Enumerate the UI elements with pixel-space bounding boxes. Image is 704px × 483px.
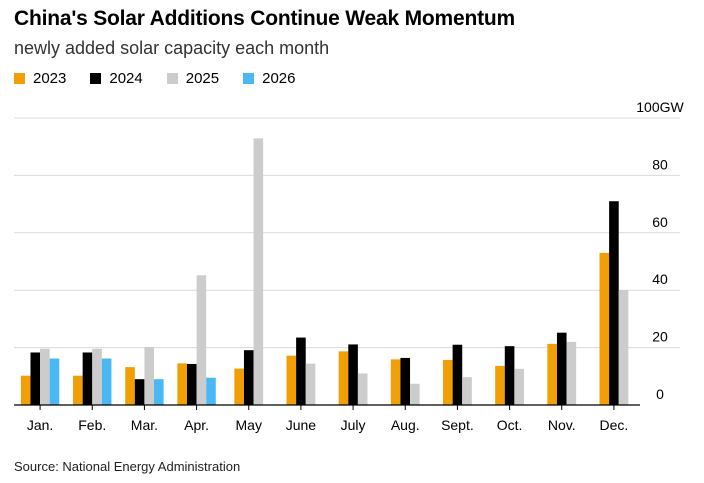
source-note: Source: National Energy Administration [14,459,241,474]
bar [286,355,297,405]
legend-swatch [90,73,102,84]
legend-item-2026: 2026 [243,70,296,87]
x-tick-label: Mar. [131,417,158,433]
x-tick-label: Aug. [391,417,420,433]
x-tick-label: Feb. [78,417,106,433]
bar [234,368,244,405]
bar [547,343,557,405]
y-tick-label: 80 [652,156,668,172]
bar [125,367,135,405]
bar [40,348,50,405]
legend-item-2025: 2025 [166,70,220,87]
legend-swatch [14,73,25,84]
bar [296,337,306,405]
legend-item-2023: 2023 [14,70,66,87]
x-tick-label: May [236,417,262,433]
x-tick-label: Jan. [27,417,53,433]
bar [566,341,577,405]
legend-label: 2024 [109,70,143,87]
bar [348,344,358,405]
bar [504,346,515,405]
x-tick-label: June [286,417,317,433]
bar [134,379,145,405]
bar [452,344,463,405]
bar [92,348,102,405]
x-tick-label: Sept. [441,417,474,433]
bar [495,365,505,405]
legend-label: 2026 [262,70,296,87]
bar [101,358,112,405]
bar [609,201,619,405]
y-tick-label: 40 [652,271,668,287]
bar [599,252,610,405]
bar [305,363,316,405]
y-tick-label: 100GW [636,99,684,115]
y-tick-label: 0 [656,386,664,402]
bar [618,290,629,405]
bar [30,352,41,405]
bar [514,368,524,405]
legend-label: 2025 [185,70,220,87]
bar [556,332,567,405]
x-tick-label: Apr. [184,417,209,433]
legend-label: 2023 [33,70,67,87]
bar [410,383,420,405]
bar [186,363,197,405]
legend-swatch [243,73,255,84]
bar [154,379,164,405]
bar [400,357,411,405]
y-tick-label: 20 [652,329,668,345]
bar [177,363,187,405]
bar [443,359,453,405]
x-tick-label: Nov. [548,417,576,433]
bar [144,347,155,405]
bar [196,275,207,405]
bar [206,377,216,405]
bar [20,375,31,405]
bar [243,350,254,405]
chart-subtitle: newly added solar capacity each month [14,38,330,58]
bar [82,352,93,405]
legend-swatch [166,73,178,84]
x-tick-label: Dec. [600,417,629,433]
bar [253,138,264,405]
x-tick-label: Oct. [497,417,523,433]
bar [390,359,401,405]
bar [462,377,472,405]
y-tick-label: 60 [652,214,668,230]
bar [49,358,60,405]
legend-item-2024: 2024 [90,70,143,87]
bar [338,351,349,405]
bar [73,375,83,405]
x-tick-label: July [341,417,366,433]
bar [357,373,368,405]
chart-title: China's Solar Additions Continue Weak Mo… [14,7,515,30]
legend: 2023 2024 2025 2026 [14,70,320,87]
